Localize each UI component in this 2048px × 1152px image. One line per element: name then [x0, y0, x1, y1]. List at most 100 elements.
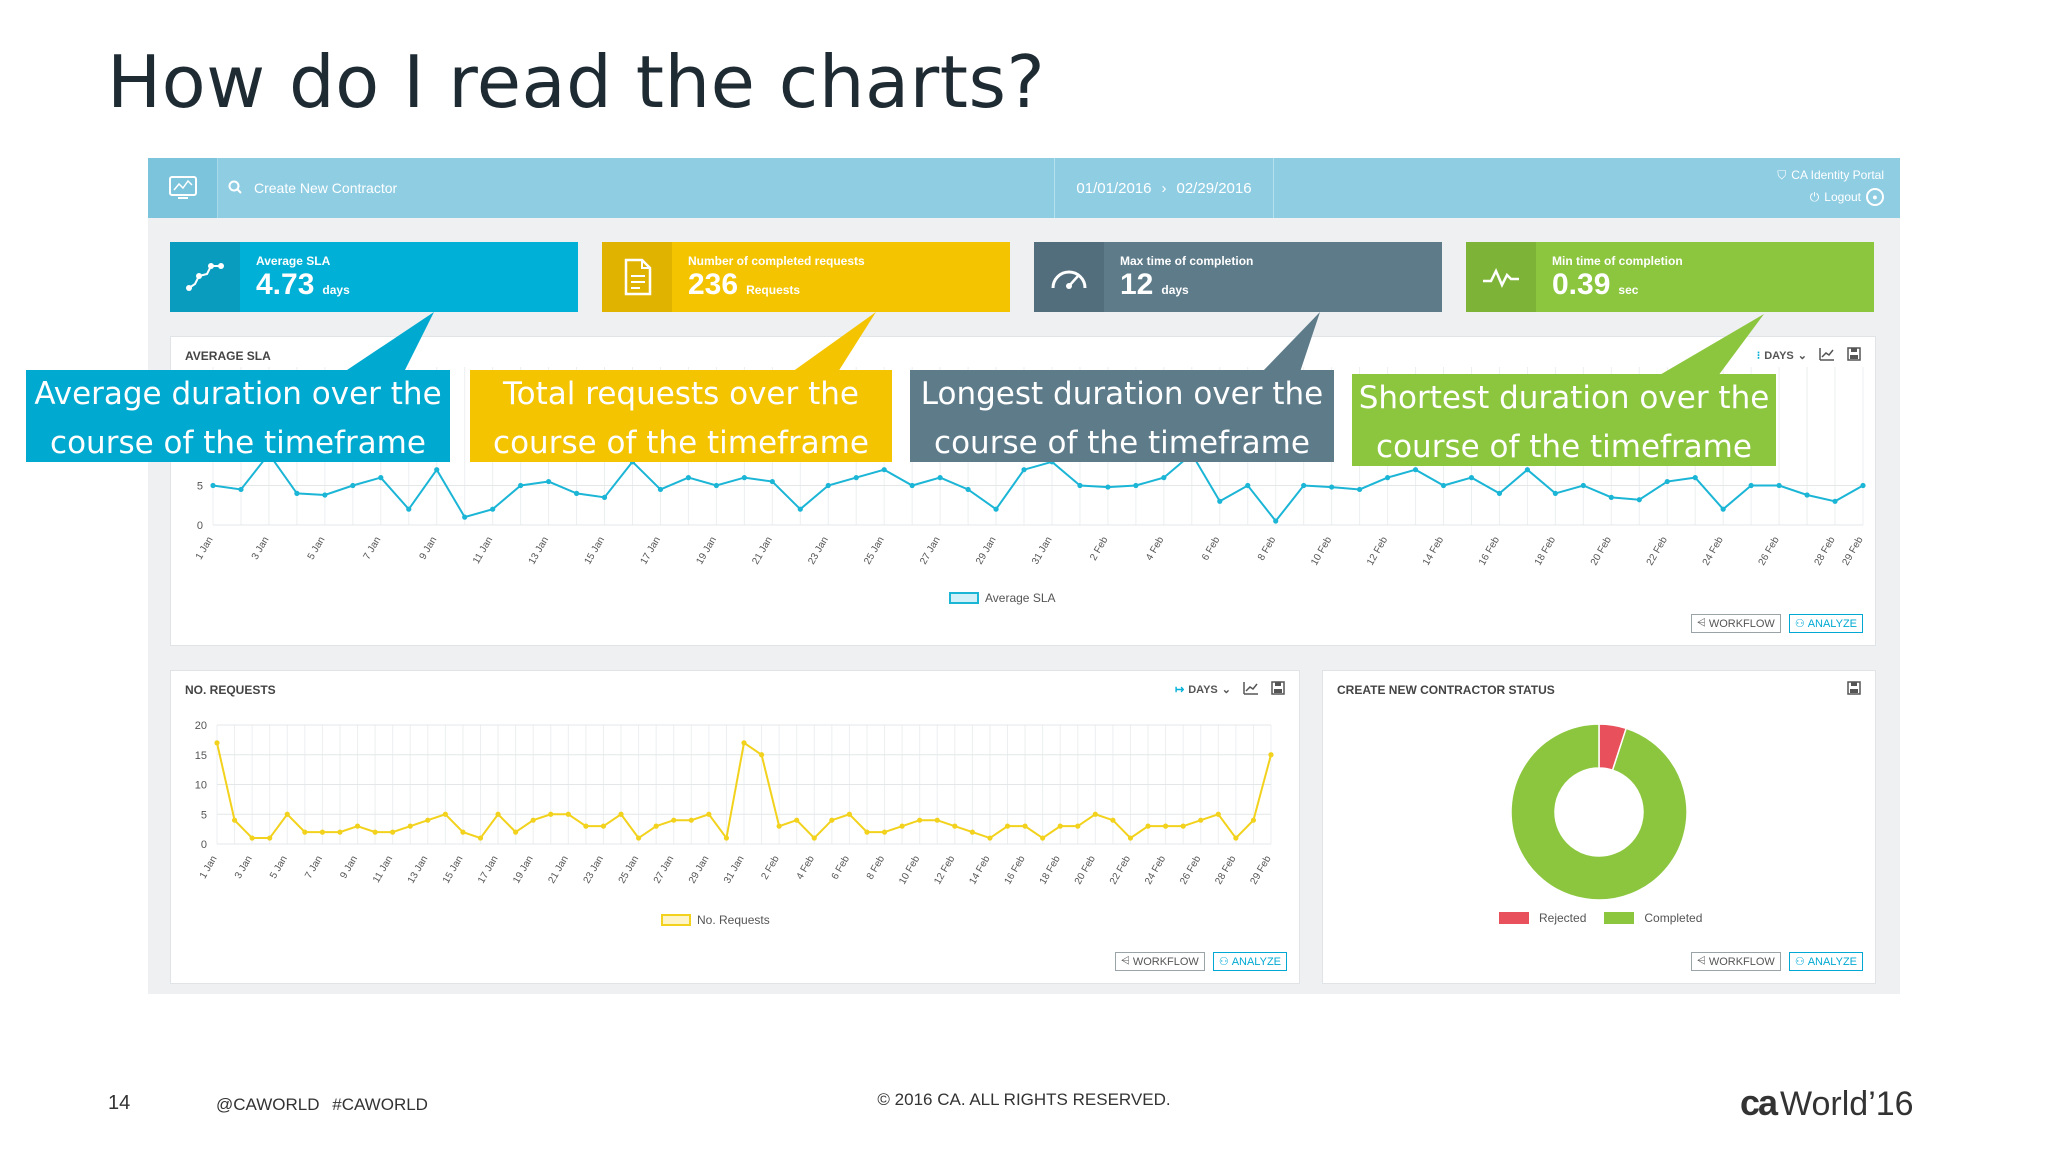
kpi-completed-requests[interactable]: Number of completed requests 236 Requests: [602, 242, 1010, 312]
callout-longest: Longest duration over the course of the t…: [910, 370, 1334, 462]
analyze-button[interactable]: ⚇ ANALYZE: [1788, 952, 1863, 971]
data-point: [477, 835, 484, 841]
legend-swatch-completed: [1604, 912, 1635, 924]
line-chart-icon[interactable]: [1243, 681, 1259, 698]
data-point: [1268, 752, 1274, 758]
data-point: [1233, 835, 1239, 841]
requests-legend: No. Requests: [661, 913, 770, 927]
workflow-button[interactable]: ⩤ WORKFLOW: [1115, 952, 1205, 971]
data-point: [548, 811, 554, 817]
card-actions: ⩤ WORKFLOW ⚇ ANALYZE: [1691, 614, 1863, 633]
data-point: [1040, 835, 1046, 841]
data-point: [1273, 518, 1279, 524]
data-point: [460, 829, 466, 835]
save-icon[interactable]: [1271, 681, 1285, 698]
data-point: [1496, 490, 1503, 496]
data-point: [284, 811, 290, 817]
kpi-max-time[interactable]: Max time of completion 12 days: [1034, 242, 1442, 312]
data-point: [794, 817, 800, 823]
data-point: [618, 811, 624, 817]
footer-tags: @CAWORLD #CAWORLD: [216, 1095, 428, 1114]
data-point: [1301, 482, 1307, 489]
data-point: [1163, 823, 1169, 829]
date-range[interactable]: 01/01/2016 › 02/29/2016: [1054, 158, 1274, 218]
data-point: [1524, 467, 1531, 473]
legend-label: Average SLA: [985, 591, 1056, 605]
kpi-average-sla[interactable]: Average SLA 4.73 days: [170, 242, 578, 312]
data-point: [881, 829, 888, 835]
card-title: CREATE NEW CONTRACTOR STATUS: [1337, 683, 1555, 697]
data-point: [1860, 482, 1866, 489]
data-point: [442, 811, 448, 817]
y-tick-label: 5: [201, 809, 207, 821]
card-tools: ↦ DAYS ⌄: [1175, 681, 1285, 698]
data-point: [1608, 494, 1614, 500]
analyze-button[interactable]: ⚇ ANALYZE: [1788, 614, 1863, 633]
data-point: [406, 506, 412, 512]
speedometer-icon: [1034, 242, 1104, 312]
top-bar: 01/01/2016 › 02/29/2016 ⛉ CA Identity Por…: [148, 158, 1900, 218]
y-tick-label: 15: [195, 750, 207, 762]
data-point: [937, 475, 943, 481]
callout-shortest: Shortest duration over the course of the …: [1352, 374, 1776, 466]
pulse-icon: [1466, 242, 1536, 312]
data-point: [425, 817, 431, 823]
legend-label: No. Requests: [697, 913, 770, 927]
data-point: [1440, 482, 1447, 489]
data-point: [993, 506, 999, 512]
search-input[interactable]: [254, 180, 654, 196]
data-point: [969, 829, 975, 835]
data-point: [1412, 467, 1419, 473]
days-selector[interactable]: ↦ DAYS ⌄: [1175, 683, 1231, 697]
legend-swatch: [949, 592, 979, 604]
data-point: [372, 829, 378, 835]
copyright: © 2016 CA. ALL RIGHTS RESERVED.: [877, 1090, 1171, 1109]
callout-requests: Total requests over the course of the tim…: [470, 370, 892, 462]
workflow-button[interactable]: ⩤ WORKFLOW: [1691, 952, 1781, 971]
status-legend: Rejected Completed: [1499, 911, 1702, 925]
date-to[interactable]: 02/29/2016: [1176, 179, 1252, 197]
data-point: [706, 811, 712, 817]
save-icon[interactable]: [1847, 681, 1861, 698]
data-point: [1092, 811, 1098, 817]
data-point: [741, 740, 747, 746]
avatar[interactable]: ●: [1866, 188, 1884, 206]
card-tools: [1847, 681, 1861, 698]
days-selector[interactable]: ⁝ DAYS ⌄: [1756, 349, 1807, 363]
portal-label: CA Identity Portal: [1791, 168, 1884, 182]
data-point: [1021, 467, 1027, 473]
data-point: [1692, 475, 1698, 481]
binoculars-icon: ⚇: [1794, 956, 1805, 968]
analyze-button[interactable]: ⚇ ANALYZE: [1212, 952, 1287, 971]
date-from[interactable]: 01/01/2016: [1076, 179, 1152, 197]
data-point: [490, 506, 496, 512]
workflow-button[interactable]: ⩤ WORKFLOW: [1691, 614, 1781, 633]
line-chart-icon[interactable]: [1819, 347, 1835, 364]
data-point: [1161, 475, 1167, 481]
data-point: [829, 817, 835, 823]
kpi-min-time[interactable]: Min time of completion 0.39 sec: [1466, 242, 1874, 312]
kpi-value: 0.39 sec: [1552, 268, 1639, 301]
logout-link[interactable]: Logout: [1824, 190, 1861, 204]
range-icon: ⁝: [1756, 350, 1761, 362]
data-point: [853, 475, 859, 481]
binoculars-icon: ⚇: [1218, 956, 1229, 968]
search-icon: [228, 180, 242, 197]
data-point: [1004, 823, 1011, 829]
callout-pointer-average: [344, 312, 434, 372]
data-point: [601, 494, 608, 500]
data-point: [267, 835, 273, 841]
data-point: [573, 490, 580, 496]
data-point: [302, 829, 308, 835]
dashboard-logo-icon[interactable]: [148, 158, 218, 218]
data-point: [1384, 475, 1391, 481]
user-menu: ⛉ CA Identity Portal ⏻ Logout ●: [1777, 164, 1884, 208]
data-point: [688, 817, 694, 823]
data-point: [917, 817, 923, 823]
data-point: [1636, 497, 1642, 503]
data-point: [319, 829, 325, 835]
save-icon[interactable]: [1847, 347, 1861, 364]
data-point: [462, 514, 468, 520]
data-point: [713, 482, 719, 489]
